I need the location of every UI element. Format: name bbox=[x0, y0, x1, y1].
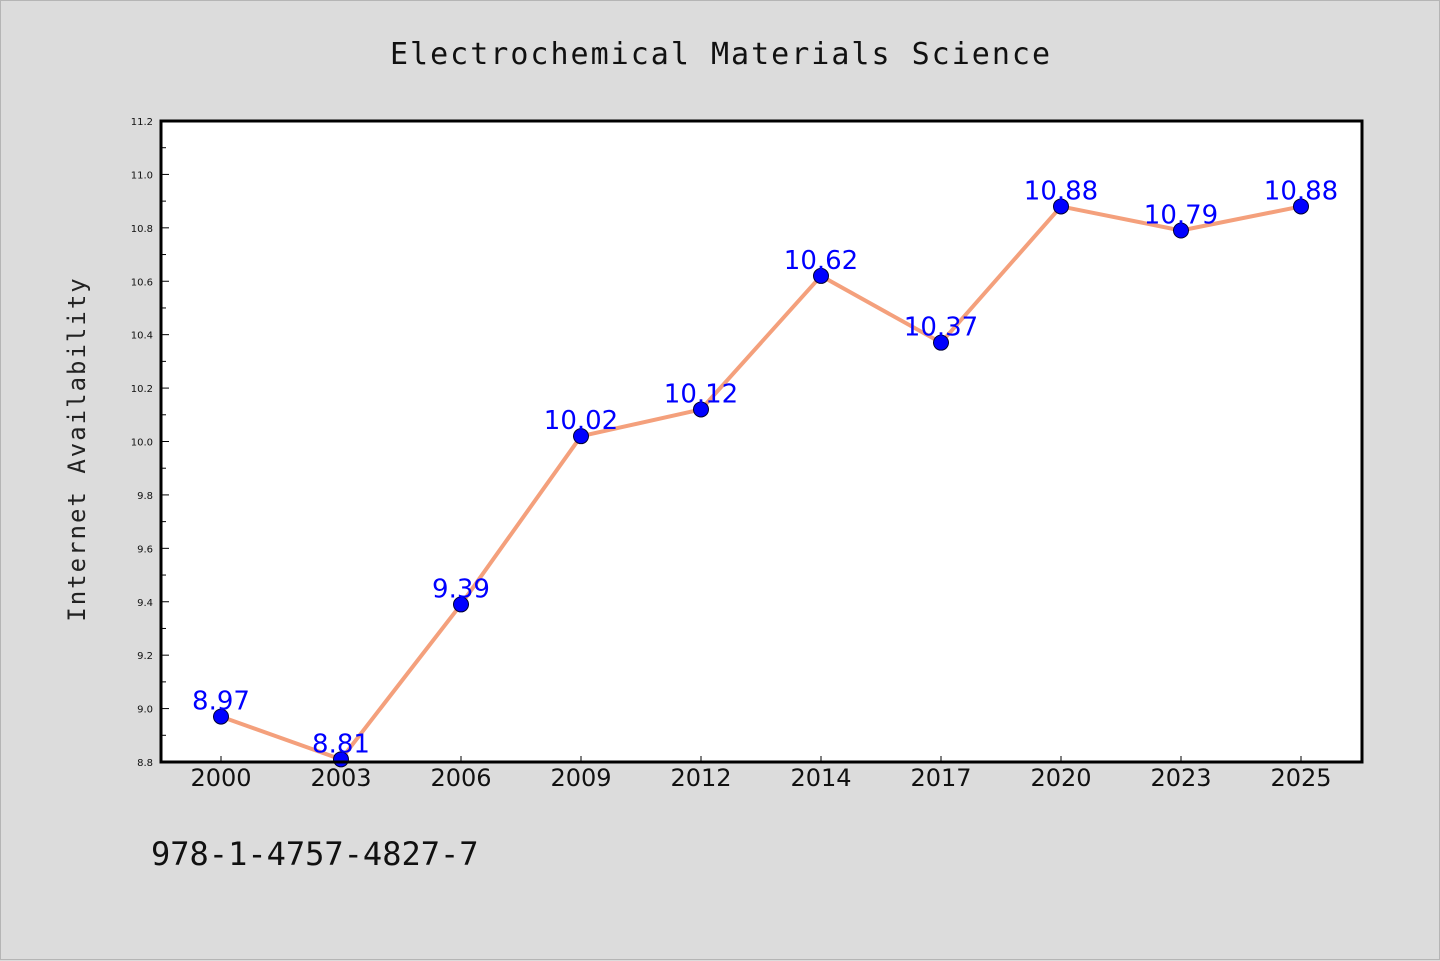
x-tick-label: 2003 bbox=[310, 764, 371, 792]
y-axis-label: Internet Availability bbox=[63, 276, 91, 621]
y-tick-label: 10.4 bbox=[131, 331, 153, 342]
y-tick-label: 10.6 bbox=[131, 277, 153, 288]
data-label: 10.02 bbox=[544, 406, 618, 436]
y-tick-label: 11.0 bbox=[131, 170, 153, 181]
y-tick-label: 9.8 bbox=[137, 491, 153, 502]
x-tick-label: 2009 bbox=[550, 764, 611, 792]
data-label: 10.88 bbox=[1264, 176, 1338, 206]
data-point-marker bbox=[813, 267, 829, 284]
chart-title: Electrochemical Materials Science bbox=[390, 37, 1052, 72]
data-point-marker bbox=[1053, 198, 1069, 215]
isbn-footnote: 978-1-4757-4827-7 bbox=[151, 835, 479, 873]
data-label: 9.39 bbox=[432, 574, 490, 604]
x-tick-label: 2020 bbox=[1030, 764, 1091, 792]
x-tick-label: 2023 bbox=[1150, 764, 1211, 792]
y-tick-label: 11.2 bbox=[131, 117, 153, 128]
x-tick-label: 2000 bbox=[190, 764, 251, 792]
data-label: 8.81 bbox=[312, 729, 370, 759]
data-point-marker bbox=[453, 596, 469, 613]
data-label: 10.88 bbox=[1024, 176, 1098, 206]
data-label: 10.37 bbox=[904, 313, 978, 343]
x-tick-label: 2017 bbox=[910, 764, 971, 792]
data-point-marker bbox=[1293, 198, 1309, 215]
data-point-marker bbox=[573, 428, 589, 445]
data-label: 10.12 bbox=[664, 379, 738, 409]
y-tick-label: 8.8 bbox=[137, 758, 153, 769]
y-tick-label: 9.6 bbox=[137, 544, 153, 555]
data-label: 10.79 bbox=[1144, 201, 1218, 231]
y-tick-label: 9.0 bbox=[137, 705, 153, 716]
y-tick-label: 9.4 bbox=[137, 598, 153, 609]
y-tick-label: 10.0 bbox=[131, 438, 153, 449]
x-tick-label: 2006 bbox=[430, 764, 491, 792]
data-point-marker bbox=[693, 401, 709, 418]
y-tick-label: 10.2 bbox=[131, 384, 153, 395]
data-label: 10.62 bbox=[784, 246, 858, 276]
data-point-marker bbox=[213, 708, 229, 725]
x-tick-label: 2025 bbox=[1270, 764, 1331, 792]
chart-marks: 8.8 9.0 9.2 9.4 9.6 9.8 10.0 10.2 10.4 10.6 10.8 11… bbox=[131, 117, 1338, 792]
series-line bbox=[220, 204, 1302, 762]
data-label: 8.97 bbox=[192, 687, 250, 717]
y-tick-label: 10.8 bbox=[131, 224, 153, 235]
data-point-marker bbox=[1173, 222, 1189, 239]
x-tick-label: 2012 bbox=[670, 764, 731, 792]
data-point-marker bbox=[933, 334, 949, 351]
y-tick-label: 9.2 bbox=[137, 651, 153, 662]
plot-frame bbox=[159, 119, 1364, 764]
x-tick-label: 2014 bbox=[790, 764, 851, 792]
